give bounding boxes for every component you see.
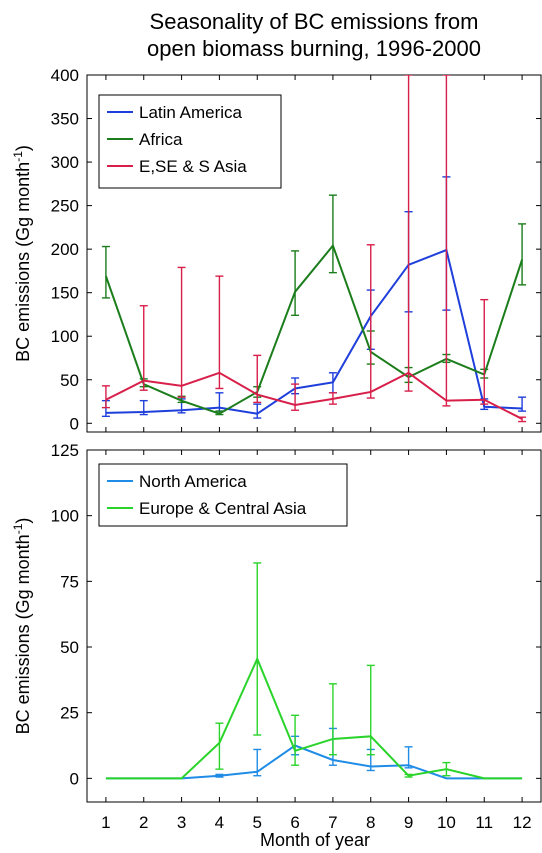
y-tick-label: 100 bbox=[51, 507, 79, 526]
x-tick-label: 7 bbox=[328, 813, 337, 832]
series-e-se-s-asia bbox=[101, 75, 527, 423]
y-tick-label: 0 bbox=[70, 414, 79, 433]
legend-label: E,SE & S Asia bbox=[139, 157, 247, 176]
series-line bbox=[105, 656, 523, 780]
x-tick-label: 12 bbox=[513, 813, 532, 832]
legend-label: Latin America bbox=[139, 103, 243, 122]
y-tick-label: 0 bbox=[70, 769, 79, 788]
y-axis-label-close: ) bbox=[13, 518, 33, 524]
y-tick-label: 125 bbox=[51, 441, 79, 460]
y-tick-label: 75 bbox=[60, 572, 79, 591]
x-tick-label: 9 bbox=[404, 813, 413, 832]
x-tick-label: 8 bbox=[366, 813, 375, 832]
y-tick-label: 25 bbox=[60, 704, 79, 723]
axes-frame bbox=[86, 74, 542, 433]
legend-label: North America bbox=[139, 472, 247, 491]
x-tick-label: 3 bbox=[177, 813, 186, 832]
y-axis-label: BC emissions (Gg month-1) bbox=[11, 145, 33, 362]
y-axis-label-text: BC emissions (Gg month bbox=[13, 162, 33, 362]
legend: North America Europe & Central Asia bbox=[98, 463, 348, 527]
legend-label: Europe & Central Asia bbox=[139, 499, 307, 518]
x-tick-label: 6 bbox=[290, 813, 299, 832]
series-line bbox=[104, 243, 524, 415]
x-axis-label: Month of year bbox=[260, 830, 370, 850]
y-tick-label: 200 bbox=[51, 240, 79, 259]
y-tick-label: 50 bbox=[60, 638, 79, 657]
x-tick-label: 2 bbox=[139, 813, 148, 832]
y-tick-label: 50 bbox=[60, 371, 79, 390]
data-layer bbox=[101, 75, 527, 423]
y-tick-label: 150 bbox=[51, 284, 79, 303]
axes-frame bbox=[86, 449, 542, 803]
x-tick-label: 4 bbox=[215, 813, 224, 832]
y-axis-label-exponent: -1 bbox=[11, 523, 25, 534]
y-tick-label: 350 bbox=[51, 110, 79, 129]
series-line bbox=[105, 371, 523, 420]
series-europe-central-asia bbox=[105, 562, 523, 780]
y-tick-label: 300 bbox=[51, 153, 79, 172]
chart-title-line-1: Seasonality of BC emissions from bbox=[149, 9, 479, 34]
panel-1: 0 50 100 150 200 250 300 350 400 BC emissions (Gg… bbox=[11, 66, 542, 433]
legend-label: Africa bbox=[139, 130, 183, 149]
series-africa bbox=[101, 194, 527, 416]
series-line bbox=[105, 744, 523, 780]
y-axis-label-text: BC emissions (Gg month bbox=[13, 534, 33, 734]
legend: Latin America Africa E,SE & S Asia bbox=[98, 94, 282, 189]
chart-title-line-2: open biomass burning, 1996-2000 bbox=[147, 36, 481, 61]
y-axis-label-close: ) bbox=[13, 145, 33, 151]
y-axis-label-exponent: -1 bbox=[11, 151, 25, 162]
y-tick-label: 400 bbox=[51, 66, 79, 85]
x-tick-label: 5 bbox=[253, 813, 262, 832]
x-tick-label: 10 bbox=[437, 813, 456, 832]
series-line bbox=[105, 248, 523, 415]
series-north-america bbox=[105, 727, 523, 780]
y-tick-label: 100 bbox=[51, 327, 79, 346]
y-axis-label: BC emissions (Gg month-1) bbox=[11, 518, 33, 735]
data-layer bbox=[105, 562, 523, 780]
legend-box bbox=[98, 463, 348, 527]
x-tick-label: 1 bbox=[101, 813, 110, 832]
x-tick-label: 11 bbox=[475, 813, 493, 832]
legend-box bbox=[98, 94, 282, 189]
series-latin-america bbox=[101, 176, 527, 419]
y-tick-label: 250 bbox=[51, 197, 79, 216]
